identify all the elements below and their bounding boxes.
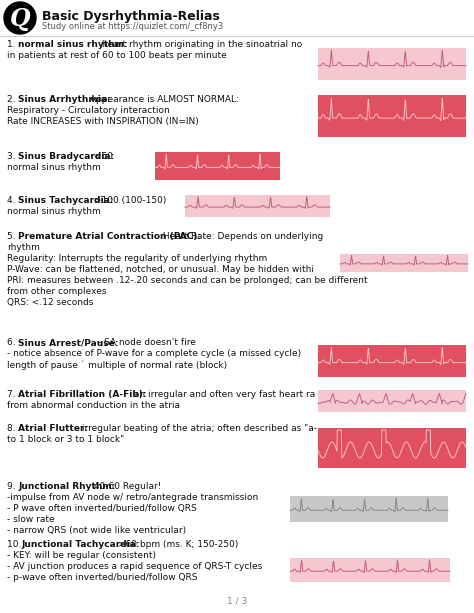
Text: 5.: 5. — [7, 232, 18, 241]
Text: length of pause ` multiple of normal rate (block): length of pause ` multiple of normal rat… — [7, 360, 227, 370]
Text: Atrial Fibrillation (A-Fib):: Atrial Fibrillation (A-Fib): — [18, 390, 146, 399]
Text: Junctional Rhythm:: Junctional Rhythm: — [18, 482, 116, 491]
Text: 3.: 3. — [7, 152, 18, 161]
Text: Premature Atrial Contraction (PAC):: Premature Atrial Contraction (PAC): — [18, 232, 201, 241]
Bar — [290, 558, 450, 582]
Text: - P wave often inverted/buried/follow QRS: - P wave often inverted/buried/follow QR… — [7, 504, 197, 513]
Text: Atrial Flutter:: Atrial Flutter: — [18, 424, 88, 433]
Text: irregular beating of the atria; often described as "a-: irregular beating of the atria; often de… — [79, 424, 317, 433]
Text: Heart Rate: Depends on underlying: Heart Rate: Depends on underlying — [160, 232, 323, 241]
Text: 9.: 9. — [7, 482, 18, 491]
Bar — [318, 95, 466, 137]
Text: heart rhythm originating in the sinoatrial no: heart rhythm originating in the sinoatri… — [99, 40, 302, 49]
Text: 40-60 Regular!: 40-60 Regular! — [91, 482, 161, 491]
Bar — [318, 390, 466, 412]
Text: Sinus Arrhythmia:: Sinus Arrhythmia: — [18, 95, 111, 104]
Text: Junctional Tachycardia:: Junctional Tachycardia: — [22, 540, 140, 549]
Bar — [318, 345, 466, 377]
Text: to 1 block or 3 to 1 block": to 1 block or 3 to 1 block" — [7, 435, 124, 444]
Text: 7.: 7. — [7, 390, 18, 399]
Bar — [318, 428, 466, 468]
Polygon shape — [4, 2, 36, 34]
Bar — [155, 152, 280, 180]
Text: Appearance is ALMOST NORMAL:: Appearance is ALMOST NORMAL: — [87, 95, 239, 104]
Text: 1.: 1. — [7, 40, 18, 49]
Text: Sinus Arrest/Pause:: Sinus Arrest/Pause: — [18, 338, 118, 347]
Text: <60: <60 — [91, 152, 113, 161]
Text: - p-wave often inverted/buried/follow QRS: - p-wave often inverted/buried/follow QR… — [7, 573, 198, 582]
Text: -impulse from AV node w/ retro/antegrade transmission: -impulse from AV node w/ retro/antegrade… — [7, 493, 258, 502]
Text: Regularity: Interrupts the regularity of underlying rhythm: Regularity: Interrupts the regularity of… — [7, 254, 267, 263]
Text: - slow rate: - slow rate — [7, 515, 55, 524]
Text: - KEY: will be regular (consistent): - KEY: will be regular (consistent) — [7, 551, 156, 560]
Text: PRI: measures between .12-.20 seconds and can be prolonged; can be different: PRI: measures between .12-.20 seconds an… — [7, 276, 368, 285]
Text: 4.: 4. — [7, 196, 18, 205]
Text: Respiratory - Circulatory interaction: Respiratory - Circulatory interaction — [7, 106, 170, 115]
Text: 2.: 2. — [7, 95, 18, 104]
Text: 6.: 6. — [7, 338, 18, 347]
Text: an irregular and often very fast heart ra: an irregular and often very fast heart r… — [131, 390, 316, 399]
Text: - AV junction produces a rapid sequence of QRS-T cycles: - AV junction produces a rapid sequence … — [7, 562, 262, 571]
Text: QRS: <.12 seconds: QRS: <.12 seconds — [7, 298, 93, 307]
Text: normal sinus rhythm: normal sinus rhythm — [7, 163, 101, 172]
Bar — [290, 496, 448, 522]
Bar — [340, 254, 468, 272]
Text: - narrow QRS (not wide like ventricular): - narrow QRS (not wide like ventricular) — [7, 526, 186, 535]
Text: - notice absence of P-wave for a complete cycle (a missed cycle): - notice absence of P-wave for a complet… — [7, 349, 301, 358]
Text: P-Wave: can be flattened, notched, or unusual. May be hidden withi: P-Wave: can be flattened, notched, or un… — [7, 265, 314, 274]
Text: from abnormal conduction in the atria: from abnormal conduction in the atria — [7, 401, 180, 410]
Text: Basic Dysrhythmia-Relias: Basic Dysrhythmia-Relias — [42, 10, 220, 23]
Text: >100 (100-150): >100 (100-150) — [91, 196, 166, 205]
Text: 1 / 3: 1 / 3 — [227, 596, 247, 605]
Text: normal sinus rhythm:: normal sinus rhythm: — [18, 40, 128, 49]
Text: normal sinus rhythm: normal sinus rhythm — [7, 207, 101, 216]
Text: Study online at https://quizlet.com/_cf8ny3: Study online at https://quizlet.com/_cf8… — [42, 22, 223, 31]
Text: 10.: 10. — [7, 540, 24, 549]
Text: - SA node doesn’t fire: - SA node doesn’t fire — [95, 338, 196, 347]
Text: rhythm: rhythm — [7, 243, 40, 252]
Bar — [318, 48, 466, 80]
Text: 8.: 8. — [7, 424, 18, 433]
Text: Sinus Tachycardia:: Sinus Tachycardia: — [18, 196, 113, 205]
Text: from other complexes: from other complexes — [7, 287, 107, 296]
Text: Sinus Bradycardia:: Sinus Bradycardia: — [18, 152, 114, 161]
Text: Rate INCREASES with INSPIRATION (IN=IN): Rate INCREASES with INSPIRATION (IN=IN) — [7, 117, 199, 126]
Bar — [185, 195, 330, 217]
Text: Q: Q — [9, 7, 30, 31]
Text: >60 bpm (ms. K; 150-250): >60 bpm (ms. K; 150-250) — [115, 540, 238, 549]
Text: in patients at rest of 60 to 100 beats per minute: in patients at rest of 60 to 100 beats p… — [7, 51, 227, 60]
